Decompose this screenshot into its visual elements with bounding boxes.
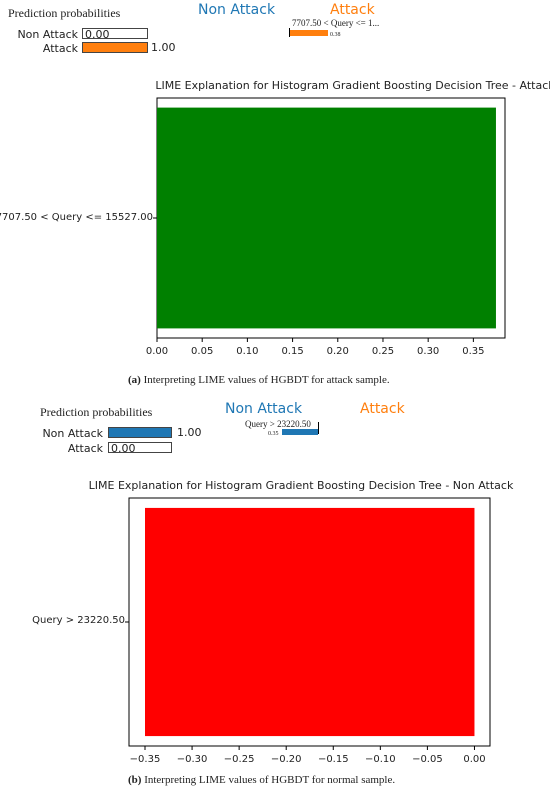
prob-value-non-attack: 1.00 (177, 426, 202, 439)
feature-value: 0.35 (268, 431, 279, 437)
chart-attack: LIME Explanation for Histogram Gradient … (0, 79, 550, 357)
prob-label-non-attack: Non Attack (17, 28, 78, 41)
prediction-probabilities-title: Prediction probabilities (40, 405, 153, 419)
caption-a: (a) Interpreting LIME values of HGBDT fo… (128, 374, 390, 386)
caption-text: Interpreting LIME values of HGBDT for at… (140, 374, 390, 386)
header-non-attack: Non Attack (198, 2, 276, 18)
x-tick-label-5: −0.10 (365, 754, 396, 765)
x-tick-label-4: −0.15 (318, 754, 349, 765)
caption-b: (b) Interpreting LIME values of HGBDT fo… (128, 774, 395, 786)
x-tick-label-1: −0.30 (177, 754, 208, 765)
chart-non-attack: LIME Explanation for Histogram Gradient … (32, 479, 514, 765)
x-tick-label-0: 0.00 (146, 346, 168, 357)
header-non-attack: Non Attack (225, 401, 303, 417)
x-tick-label-1: 0.05 (191, 346, 213, 357)
prediction-probabilities-title: Prediction probabilities (8, 6, 121, 20)
x-tick-label-2: −0.25 (224, 754, 255, 765)
prob-bar-non-attack (108, 427, 172, 438)
bars (145, 507, 475, 737)
header-attack: Attack (330, 2, 375, 18)
feature-axis-line (289, 28, 290, 37)
prob-label-attack: Attack (42, 42, 78, 55)
feature-value: 0.38 (330, 32, 341, 38)
prob-bar-non-attack: 0.00 (82, 28, 148, 41)
header-attack: Attack (360, 401, 405, 417)
feature-label: Query > 23220.50 (245, 419, 311, 429)
chart-title: LIME Explanation for Histogram Gradient … (155, 79, 550, 92)
chart-title: LIME Explanation for Histogram Gradient … (89, 479, 514, 492)
x-tick-label-3: −0.20 (271, 754, 302, 765)
prob-bar-fill (83, 43, 147, 52)
x-tick-label-2: 0.10 (236, 346, 258, 357)
caption-tag: (a) (128, 374, 141, 386)
x-axis-ticks: 0.00 0.05 0.10 0.15 0.20 0.25 0.30 0.35 (146, 217, 484, 357)
x-tick-label-7: 0.35 (462, 346, 484, 357)
prob-bar-attack (82, 42, 148, 53)
bar-0 (145, 507, 475, 737)
prob-value-attack: 1.00 (151, 41, 176, 54)
feature-label: 7707.50 < Query <= 1... (292, 18, 380, 28)
category-label: Query > 23220.50 (32, 615, 125, 626)
prob-value-non-attack: 0.00 (85, 28, 110, 41)
x-tick-label-4: 0.20 (327, 346, 349, 357)
caption-text: Interpreting LIME values of HGBDT for no… (141, 774, 396, 786)
x-tick-label-5: 0.25 (372, 346, 394, 357)
prob-bar-attack: 0.00 (108, 442, 172, 455)
caption-tag: (b) (128, 774, 142, 786)
x-tick-label-0: −0.35 (130, 754, 161, 765)
x-tick-label-6: 0.30 (417, 346, 439, 357)
feature-axis-line (318, 422, 319, 434)
x-tick-label-7: 0.00 (463, 754, 485, 765)
prob-value-attack: 0.00 (111, 442, 136, 455)
prob-label-non-attack: Non Attack (42, 427, 103, 440)
x-axis-ticks: −0.35 −0.30 −0.25 −0.20 −0.15 −0.10 −0.05 0.00 (125, 621, 486, 765)
prob-bar-fill (109, 428, 171, 437)
x-tick-label-6: −0.05 (412, 754, 443, 765)
x-tick-label-3: 0.15 (281, 346, 303, 357)
feature-contribution-bar (282, 429, 318, 435)
bar-0 (157, 107, 496, 329)
prob-label-attack: Attack (67, 442, 103, 455)
feature-contribution-bar (290, 30, 328, 36)
bars (157, 107, 496, 329)
category-label: 7707.50 < Query <= 15527.00 (0, 212, 153, 223)
